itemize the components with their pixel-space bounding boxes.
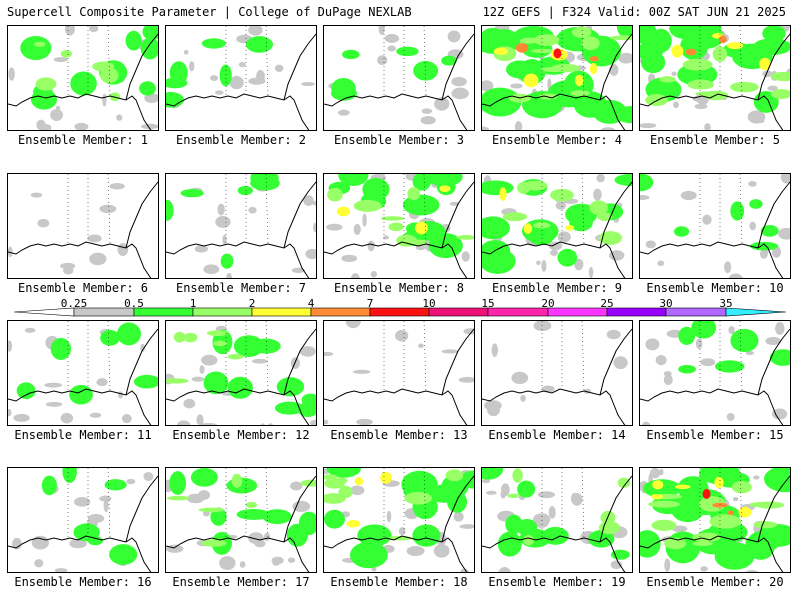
ensemble-map-panel	[7, 173, 159, 279]
ensemble-map-panel	[7, 320, 159, 426]
ensemble-map-panel	[481, 320, 633, 426]
ensemble-member-label: Ensemble Member: 4	[491, 133, 623, 147]
ensemble-map-panel	[7, 25, 159, 131]
colorbar-tick-label: 20	[541, 297, 555, 310]
colorbar-tick-label: 0.25	[60, 297, 88, 310]
ensemble-member-label: Ensemble Member: 15	[646, 428, 784, 442]
colorbar-tick-label: 30	[659, 297, 673, 310]
scp-field-map	[482, 468, 632, 572]
scp-field-map	[324, 468, 474, 572]
colorbar-segment	[487, 307, 549, 317]
scp-field-map	[8, 468, 158, 572]
ensemble-member-label: Ensemble Member: 13	[330, 428, 468, 442]
colorbar-above-arrow	[725, 307, 787, 317]
ensemble-map-panel	[7, 467, 159, 573]
scp-field-map	[640, 174, 790, 278]
scp-field-map	[324, 174, 474, 278]
ensemble-map-panel	[639, 173, 791, 279]
colorbar-tick-label: 35	[719, 297, 733, 310]
scp-field-map	[640, 26, 790, 130]
ensemble-map-panel	[323, 173, 475, 279]
scp-field-map	[166, 468, 316, 572]
scp-field-map	[8, 174, 158, 278]
ensemble-map-panel	[481, 25, 633, 131]
ensemble-member-label: Ensemble Member: 3	[333, 133, 465, 147]
colorbar-segment	[547, 307, 608, 317]
ensemble-member-label: Ensemble Member: 9	[491, 281, 623, 295]
ensemble-member-label: Ensemble Member: 18	[330, 575, 468, 589]
run-valid-time: 12Z GEFS | F324 Valid: 00Z SAT JUN 21 20…	[482, 5, 786, 19]
ensemble-map-panel	[323, 25, 475, 131]
scp-field-map	[482, 174, 632, 278]
colorbar-segment	[428, 307, 489, 317]
ensemble-member-label: Ensemble Member: 12	[172, 428, 310, 442]
colorbar-segment	[310, 307, 371, 317]
colorbar-segment	[251, 307, 312, 317]
colorbar-tick-label: 25	[600, 297, 614, 310]
colorbar-segment	[665, 307, 727, 317]
scp-field-map	[8, 321, 158, 425]
scp-field-map	[324, 321, 474, 425]
colorbar-segment	[369, 307, 430, 317]
ensemble-member-label: Ensemble Member: 6	[17, 281, 149, 295]
ensemble-map-panel	[323, 467, 475, 573]
scp-field-map	[166, 174, 316, 278]
scp-field-map	[324, 26, 474, 130]
scp-field-map	[166, 321, 316, 425]
ensemble-member-label: Ensemble Member: 14	[488, 428, 626, 442]
ensemble-map-panel	[481, 173, 633, 279]
scp-field-map	[8, 26, 158, 130]
scp-field-map	[482, 321, 632, 425]
colorbar-tick-label: 10	[422, 297, 436, 310]
ensemble-map-panel	[639, 25, 791, 131]
ensemble-map-panel	[481, 467, 633, 573]
ensemble-member-label: Ensemble Member: 17	[172, 575, 310, 589]
ensemble-map-panel	[639, 320, 791, 426]
ensemble-member-label: Ensemble Member: 20	[646, 575, 784, 589]
ensemble-map-panel	[639, 467, 791, 573]
colorbar	[13, 307, 787, 317]
ensemble-member-label: Ensemble Member: 1	[17, 133, 149, 147]
colorbar-tick-label: 4	[307, 297, 315, 310]
ensemble-map-panel	[165, 467, 317, 573]
ensemble-member-label: Ensemble Member: 2	[175, 133, 307, 147]
colorbar-segment	[192, 307, 253, 317]
ensemble-member-label: Ensemble Member: 5	[649, 133, 781, 147]
colorbar-tick-label: 0.5	[124, 297, 144, 310]
ensemble-member-label: Ensemble Member: 19	[488, 575, 626, 589]
colorbar-tick-label: 1	[189, 297, 197, 310]
scp-field-map	[640, 468, 790, 572]
ensemble-map-panel	[165, 173, 317, 279]
scp-field-map	[482, 26, 632, 130]
ensemble-member-label: Ensemble Member: 8	[333, 281, 465, 295]
ensemble-member-label: Ensemble Member: 7	[175, 281, 307, 295]
scp-field-map	[166, 26, 316, 130]
ensemble-map-panel	[323, 320, 475, 426]
ensemble-member-label: Ensemble Member: 10	[646, 281, 784, 295]
colorbar-tick-label: 15	[481, 297, 495, 310]
ensemble-member-label: Ensemble Member: 16	[14, 575, 152, 589]
colorbar-tick-label: 7	[366, 297, 374, 310]
colorbar-segment	[606, 307, 667, 317]
ensemble-member-label: Ensemble Member: 11	[14, 428, 152, 442]
chart-title: Supercell Composite Parameter | College …	[7, 5, 412, 19]
ensemble-map-panel	[165, 320, 317, 426]
colorbar-tick-label: 2	[248, 297, 256, 310]
scp-field-map	[640, 321, 790, 425]
ensemble-map-panel	[165, 25, 317, 131]
